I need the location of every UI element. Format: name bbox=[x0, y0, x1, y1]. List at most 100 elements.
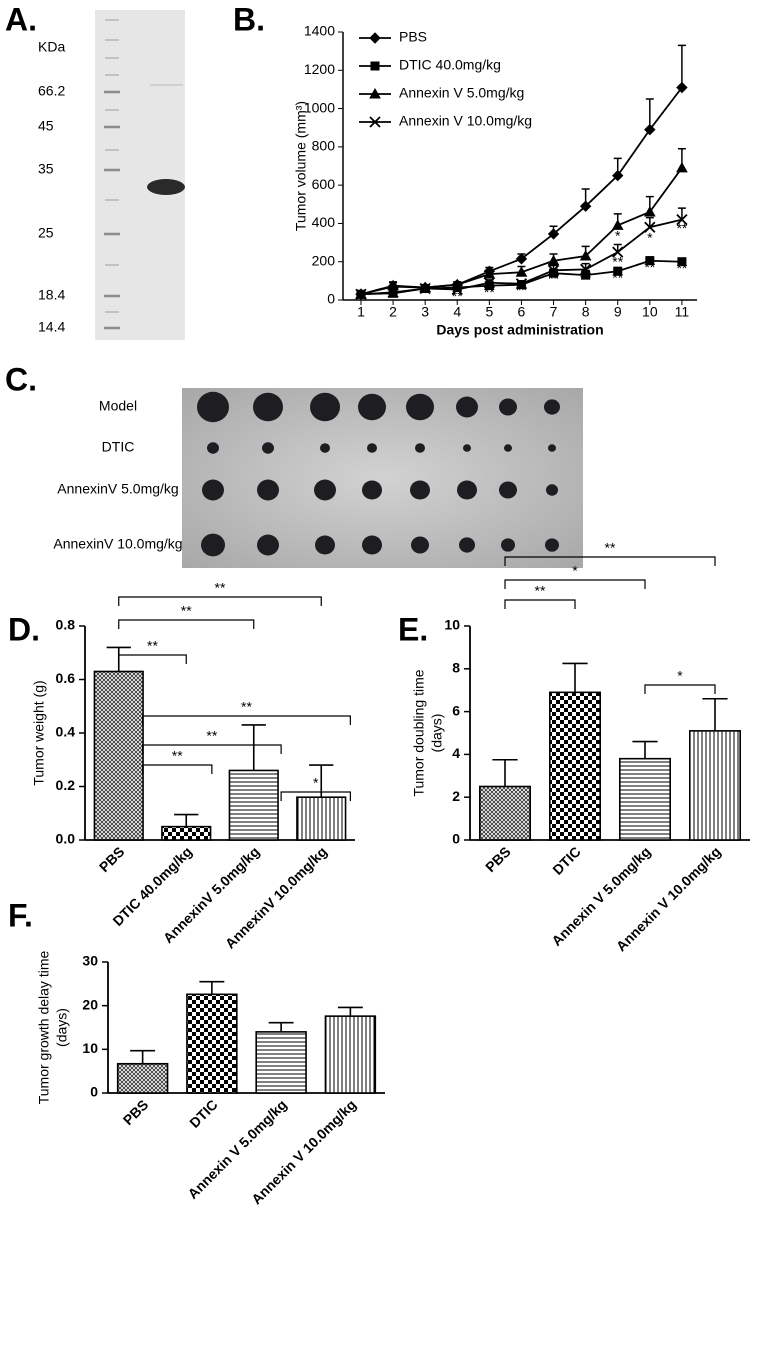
x-tick-label: 9 bbox=[614, 304, 622, 320]
legend-label: PBS bbox=[399, 29, 427, 45]
legend-marker bbox=[369, 32, 381, 44]
panel-letter: A. bbox=[5, 1, 37, 37]
x-tick-label: PBS bbox=[120, 1096, 152, 1128]
marker bbox=[644, 221, 656, 233]
tumor bbox=[499, 398, 517, 416]
row-label: Model bbox=[99, 398, 137, 414]
marker bbox=[547, 254, 560, 266]
annotation: * bbox=[647, 229, 653, 245]
bar bbox=[255, 1031, 307, 1094]
y-tick-label: 10 bbox=[82, 1040, 98, 1056]
error-bar bbox=[645, 216, 654, 228]
x-tick-label: 2 bbox=[389, 304, 397, 320]
error-bar bbox=[130, 1049, 156, 1064]
protein-band bbox=[147, 179, 185, 195]
error-bar bbox=[199, 980, 225, 995]
marker bbox=[515, 278, 528, 290]
tumor bbox=[314, 479, 336, 501]
x-tick-label: PBS bbox=[482, 843, 514, 875]
tumor bbox=[544, 399, 560, 415]
x-tick-label: PBS bbox=[96, 843, 128, 875]
tumor bbox=[207, 442, 219, 454]
annotation: ** bbox=[452, 288, 463, 304]
annotation: ** bbox=[548, 271, 559, 287]
bar bbox=[324, 1015, 377, 1094]
bar bbox=[688, 730, 741, 841]
y-tick-label: 200 bbox=[312, 252, 336, 268]
x-tick-label: 8 bbox=[582, 304, 590, 320]
annotation: ** bbox=[676, 220, 687, 236]
tumor bbox=[501, 538, 515, 552]
annotation: ** bbox=[676, 260, 687, 276]
significance-label: ** bbox=[206, 728, 217, 744]
error-bar bbox=[268, 1021, 294, 1032]
significance-label: ** bbox=[181, 603, 192, 619]
marker bbox=[676, 81, 688, 94]
error-bar bbox=[174, 813, 199, 827]
y-tick-label: 0.0 bbox=[56, 831, 76, 847]
x-tick-label: 7 bbox=[550, 304, 558, 320]
marker bbox=[451, 283, 463, 296]
panel-letter: C. bbox=[5, 361, 37, 397]
marker bbox=[547, 228, 560, 240]
marker bbox=[547, 264, 560, 276]
error-bar bbox=[632, 740, 658, 759]
x-tick-label: 5 bbox=[485, 304, 493, 320]
x-tick-label: 6 bbox=[518, 304, 526, 320]
error-bar bbox=[677, 44, 686, 88]
significance-label: ** bbox=[605, 540, 616, 556]
marker bbox=[612, 246, 624, 258]
y-axis-label: Tumor volume (mm³) bbox=[293, 101, 309, 231]
y-tick-label: 0 bbox=[452, 831, 460, 847]
tumor bbox=[362, 480, 382, 500]
marker-label: 18.4 bbox=[38, 287, 65, 303]
marker bbox=[387, 279, 399, 291]
tumor bbox=[201, 533, 225, 557]
marker bbox=[355, 288, 367, 300]
annotation: ** bbox=[644, 259, 655, 275]
significance-label: ** bbox=[241, 699, 252, 715]
y-tick-label: 4 bbox=[452, 745, 460, 761]
bar bbox=[296, 796, 347, 841]
significance-label: * bbox=[677, 668, 683, 684]
y-axis-label: Tumor doubling time bbox=[411, 669, 427, 796]
legend-marker bbox=[369, 116, 381, 128]
annotation: ** bbox=[516, 282, 527, 298]
tumor bbox=[257, 534, 279, 556]
marker bbox=[579, 200, 592, 212]
significance-bracket bbox=[504, 556, 716, 566]
y-tick-label: 400 bbox=[312, 214, 336, 230]
significance-label: ** bbox=[172, 748, 183, 764]
significance-bracket bbox=[644, 684, 716, 694]
annotation: ** bbox=[612, 270, 623, 286]
x-axis-label: Days post administration bbox=[436, 322, 603, 338]
y-tick-label: 20 bbox=[82, 996, 98, 1012]
tumor bbox=[367, 443, 377, 453]
y-tick-label: 0 bbox=[327, 291, 335, 307]
error-bar bbox=[241, 724, 266, 771]
y-tick-label: 800 bbox=[312, 138, 336, 154]
legend-label: Annexin V 5.0mg/kg bbox=[399, 85, 524, 101]
significance-bracket bbox=[118, 654, 187, 664]
marker bbox=[579, 249, 592, 261]
significance-bracket bbox=[280, 791, 351, 801]
tumor bbox=[362, 535, 382, 555]
y-tick-label: 0.4 bbox=[56, 724, 76, 740]
annotation: ** bbox=[612, 253, 623, 269]
y-tick-label: 0.8 bbox=[56, 617, 76, 633]
error-bar bbox=[492, 758, 518, 787]
x-tick-label: 4 bbox=[453, 304, 461, 320]
bar bbox=[228, 769, 279, 841]
significance-bracket bbox=[142, 715, 351, 725]
panel-letter: E. bbox=[398, 611, 428, 647]
y-axis-label: (days) bbox=[54, 1008, 70, 1047]
marker-label: 25 bbox=[38, 225, 54, 241]
tumor bbox=[463, 444, 471, 452]
marker-label: 66.2 bbox=[38, 83, 65, 99]
legend-marker bbox=[369, 87, 381, 99]
legend-label: DTIC 40.0mg/kg bbox=[399, 57, 501, 73]
x-tick-label: 1 bbox=[357, 304, 365, 320]
marker-label: 14.4 bbox=[38, 319, 65, 335]
panel-letter: D. bbox=[8, 611, 40, 647]
